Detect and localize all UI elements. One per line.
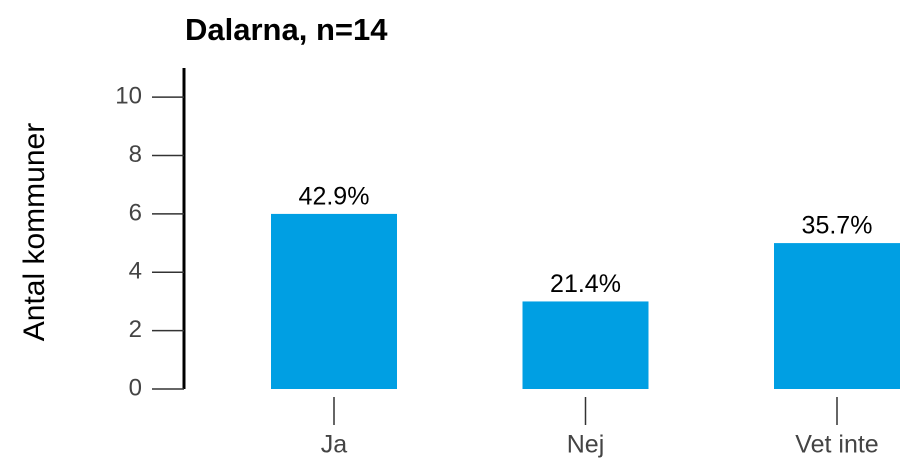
y-tick-label: 0 — [129, 374, 142, 401]
y-axis-label: Antal kommuner — [18, 123, 51, 341]
y-tick-label: 6 — [129, 199, 142, 226]
y-tick-label: 2 — [129, 316, 142, 343]
bar — [522, 301, 649, 389]
value-label: 21.4% — [550, 270, 621, 298]
chart-title: Dalarna, n=14 — [185, 12, 388, 47]
y-tick-label: 4 — [129, 258, 142, 285]
y-tick-label: 8 — [129, 141, 142, 168]
value-label: 42.9% — [299, 183, 370, 211]
x-tick-label: Ja — [321, 431, 348, 459]
bar — [271, 213, 397, 389]
x-tick-label: Nej — [567, 431, 605, 459]
value-label: 35.7% — [802, 212, 873, 240]
x-tick-label: Vet inte — [795, 431, 878, 459]
y-tick-label: 10 — [115, 83, 142, 110]
bar — [774, 243, 900, 389]
